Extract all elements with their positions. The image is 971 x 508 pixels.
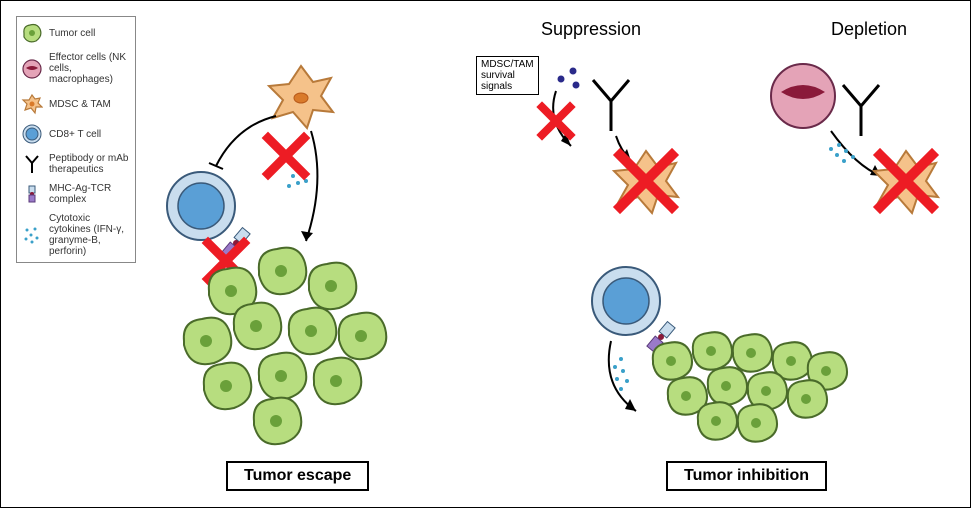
- legend-item-effector: Effector cells (NK cells, macrophages): [21, 52, 131, 85]
- effector-cell-icon: [771, 64, 835, 128]
- tumor-inhibition-label: Tumor inhibition: [666, 461, 827, 491]
- tumor-escape-label: Tumor escape: [226, 461, 369, 491]
- legend-item-cytokines: Cytotoxic cytokines (IFN-γ, granyme-B, p…: [21, 213, 131, 257]
- mdsc-tam-icon: [21, 93, 43, 115]
- tumor-mass: [184, 248, 386, 445]
- legend-label: MHC-Ag-TCR complex: [49, 183, 131, 205]
- tumor-mass: [653, 332, 847, 441]
- red-x-icon: [268, 138, 304, 174]
- cd8t-cell-icon: [592, 267, 660, 335]
- mab-icon: [593, 80, 629, 131]
- legend-label: Effector cells (NK cells, macrophages): [49, 52, 131, 85]
- tumor-escape-scene: [141, 51, 461, 471]
- mdsc-cell-icon: [269, 66, 333, 128]
- cd8t-cell-icon: [21, 123, 43, 145]
- tumor-inhibition-scene: [461, 41, 961, 471]
- cytokine-arrow: [306, 131, 317, 241]
- mhc-complex-icon: [21, 183, 43, 205]
- arrowhead-icon: [625, 399, 636, 411]
- signal-dots: [558, 68, 580, 89]
- legend-item-tumor: Tumor cell: [21, 22, 131, 44]
- legend-label: Tumor cell: [49, 28, 131, 39]
- legend-label: CD8+ T cell: [49, 129, 131, 140]
- mab-icon: [843, 85, 879, 136]
- legend-label: MDSC & TAM: [49, 99, 131, 110]
- kill-arrow: [609, 341, 636, 411]
- arrowhead-icon: [301, 231, 313, 241]
- legend-item-cd8t: CD8+ T cell: [21, 123, 131, 145]
- depletion-header: Depletion: [831, 19, 907, 40]
- suppression-header: Suppression: [541, 19, 641, 40]
- legend-box: Tumor cell Effector cells (NK cells, mac…: [16, 16, 136, 263]
- cd8t-cell-icon: [167, 172, 235, 240]
- legend-item-mab: Peptibody or mAb therapeutics: [21, 153, 131, 175]
- cytokines-icon: [21, 224, 43, 246]
- tumor-cell-icon: [21, 22, 43, 44]
- legend-label: Cytotoxic cytokines (IFN-γ, granyme-B, p…: [49, 213, 131, 257]
- mab-icon: [21, 153, 43, 175]
- legend-label: Peptibody or mAb therapeutics: [49, 153, 131, 175]
- legend-item-mdsc: MDSC & TAM: [21, 93, 131, 115]
- legend-item-mhc: MHC-Ag-TCR complex: [21, 183, 131, 205]
- effector-cell-icon: [21, 58, 43, 80]
- red-x-icon: [542, 107, 570, 135]
- cytokines-cluster: [613, 357, 629, 391]
